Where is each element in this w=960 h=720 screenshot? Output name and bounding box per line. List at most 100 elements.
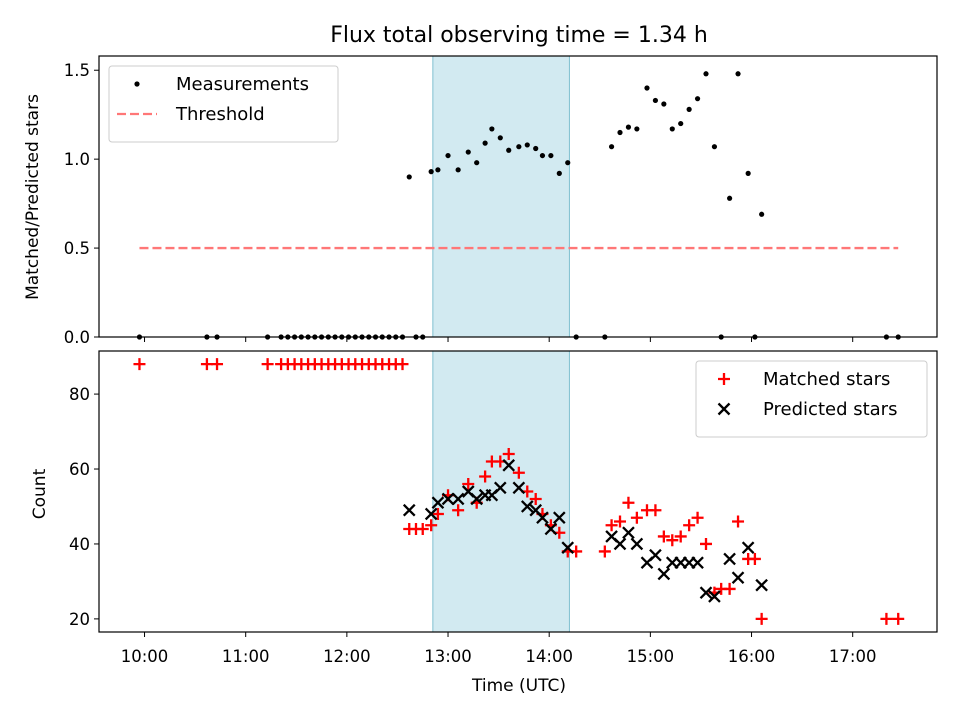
legend-label: Measurements: [176, 74, 309, 95]
data-point: [755, 578, 768, 592]
data-point: [402, 503, 416, 517]
data-point: [524, 142, 530, 148]
data-point: [669, 126, 675, 132]
chart-title: Flux total observing time = 1.34 h: [330, 23, 708, 48]
data-point: [731, 571, 745, 584]
data-point: [657, 530, 670, 543]
data-point: [455, 167, 461, 173]
plot-layer: 0.0 0.5 1.0 1.5 Measurements Threshold 20 40 60 8…: [64, 55, 938, 666]
x-tick-label: 15:00: [627, 647, 675, 666]
data-point: [489, 126, 495, 132]
data-point: [424, 507, 438, 521]
data-point: [451, 492, 465, 506]
data-point: [622, 496, 635, 509]
data-point: [691, 511, 704, 524]
data-point: [479, 470, 492, 483]
data-point: [552, 511, 566, 525]
data-point: [678, 120, 684, 127]
observing-window-band: [432, 55, 570, 338]
data-point: [711, 144, 718, 150]
data-point: [200, 358, 213, 371]
series-predicted-stars: [402, 458, 768, 603]
x-tick-label: 14:00: [525, 647, 573, 666]
data-point: [634, 126, 640, 132]
top-y-axis-label: Matched/Predicted stars: [23, 94, 43, 300]
y-tick-label: 60: [69, 460, 90, 479]
data-point: [261, 358, 274, 371]
legend-label: Predicted stars: [763, 399, 897, 420]
data-point: [745, 170, 751, 176]
y-tick-label: 1.0: [64, 150, 90, 169]
y-tick-label: 20: [69, 610, 90, 629]
bottom-y-axis-label: Count: [30, 468, 50, 519]
data-point: [649, 504, 662, 517]
x-tick-label: 17:00: [829, 647, 877, 666]
data-point: [708, 590, 721, 603]
data-point: [211, 358, 224, 371]
data-point: [723, 582, 736, 595]
data-point: [748, 552, 761, 565]
data-point: [470, 492, 484, 506]
observing-window-band: [432, 350, 570, 633]
data-point: [644, 85, 650, 91]
x-tick-label: 11:00: [222, 647, 270, 666]
data-point: [516, 144, 522, 150]
data-point: [561, 541, 575, 555]
data-point: [880, 612, 893, 625]
data-point: [512, 466, 525, 479]
x-tick-label: 13:00: [424, 647, 472, 666]
data-point: [502, 448, 515, 461]
data-point: [657, 567, 671, 581]
legend: Matched stars Predicted stars: [695, 360, 928, 438]
count-panel: 20 40 60 80 10:00 11:00 12:00 13:00 14:00 15:00 16…: [69, 350, 938, 666]
data-point: [741, 541, 755, 555]
axes-frame: [98, 350, 938, 633]
legend: Measurements Threshold: [108, 65, 339, 143]
data-point: [674, 530, 687, 543]
data-point: [630, 537, 644, 551]
x-tick-label: 16:00: [728, 647, 776, 666]
data-point: [892, 612, 905, 625]
data-point: [727, 195, 733, 201]
data-point: [700, 537, 713, 550]
y-tick-label: 0.5: [64, 239, 90, 258]
data-point: [755, 612, 768, 625]
data-point: [608, 144, 615, 150]
data-point: [652, 97, 659, 104]
data-point: [565, 160, 571, 166]
data-point: [474, 160, 480, 166]
data-point: [539, 152, 546, 159]
legend-marker: [134, 81, 140, 87]
data-point: [462, 478, 475, 491]
legend-label: Threshold: [175, 104, 265, 125]
data-point: [512, 481, 526, 495]
y-tick-label: 40: [69, 535, 90, 554]
data-point: [605, 519, 618, 532]
data-point: [133, 358, 146, 371]
data-point: [598, 545, 611, 558]
data-point: [625, 124, 632, 130]
data-point: [735, 71, 741, 77]
data-point: [396, 358, 409, 371]
data-point: [759, 211, 765, 217]
data-point: [622, 526, 635, 540]
data-point: [529, 492, 542, 505]
legend-label: Matched stars: [763, 369, 890, 390]
data-point: [661, 101, 667, 107]
data-point: [686, 106, 692, 112]
data-point: [666, 534, 679, 547]
legend-marker: [717, 402, 731, 416]
y-tick-label: 80: [69, 385, 90, 404]
data-point: [556, 170, 562, 176]
data-point: [431, 507, 444, 520]
y-tick-label: 0.0: [64, 328, 90, 347]
data-point: [649, 548, 662, 562]
y-tick-label: 1.5: [64, 61, 90, 80]
data-point: [699, 586, 713, 599]
data-point: [617, 129, 623, 136]
data-point: [520, 500, 534, 513]
data-point: [465, 149, 471, 155]
data-point: [482, 140, 488, 146]
data-point: [445, 152, 451, 159]
data-point: [431, 496, 445, 510]
